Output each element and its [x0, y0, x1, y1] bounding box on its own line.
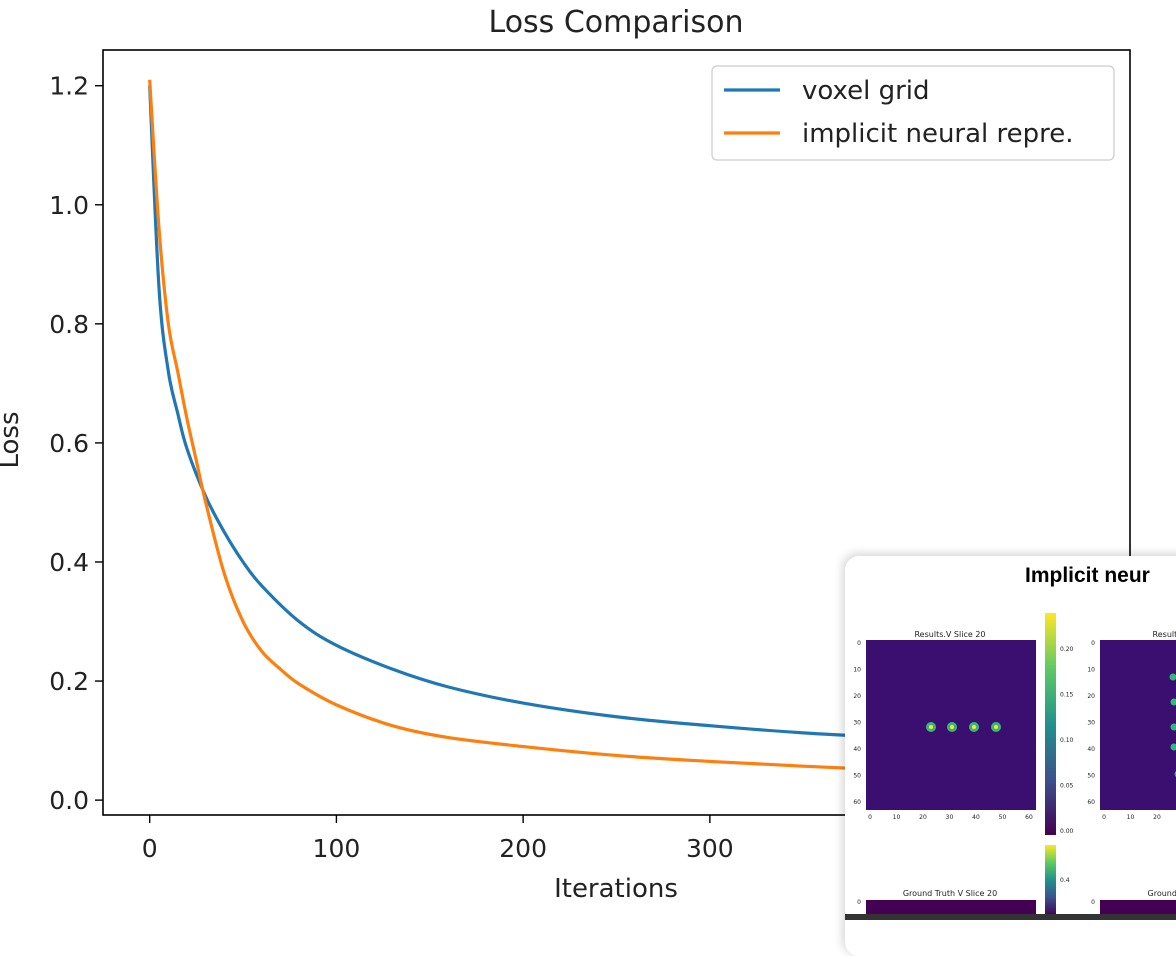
heatmap-y-tick: 10 [1087, 667, 1095, 674]
colorbar-tick: 0.10 [1060, 737, 1074, 744]
colorbar [1045, 845, 1056, 915]
overlay-figure-window[interactable]: Implicit neur Results.V Slice 20Results0… [845, 556, 1176, 956]
heatmap-x-tick: 0 [1102, 814, 1106, 821]
heatmap-x-tick: 0 [868, 814, 872, 821]
colorbar-tick: 0.05 [1060, 783, 1074, 790]
x-axis-label: Iterations [554, 874, 678, 904]
legend-entry: implicit neural repre. [802, 119, 1074, 149]
heatmap-x-tick: 50 [999, 814, 1007, 821]
overlay-heatmaps: Results.V Slice 20 Results 0 0 0 0 10 10 10 10 20 2… [845, 556, 1176, 956]
heatmap-panel [1100, 640, 1176, 810]
heatmap-y-tick: 10 [853, 667, 861, 674]
heatmap-x-tick: 10 [1127, 814, 1135, 821]
overlay-panel-title: Results [1153, 630, 1176, 639]
heatmap-y-tick: 30 [853, 720, 861, 727]
overlay-bottom-bar [845, 914, 1176, 920]
y-tick-label: 0.4 [49, 548, 89, 577]
heatmap-x-tick: 10 [893, 814, 901, 821]
colorbar-tick: 0.15 [1060, 692, 1074, 699]
overlay-panel-title: Results.V Slice 20 [914, 630, 985, 639]
x-tick-label: 300 [686, 834, 734, 863]
heatmap-y-tick: 60 [1087, 799, 1095, 806]
heatmap-x-tick: 30 [946, 814, 954, 821]
heatmap-x-tick: 40 [972, 814, 980, 821]
y-tick-label: 1.2 [49, 72, 89, 101]
overlay-panel-title: Ground Tr [1148, 889, 1176, 898]
colorbar-tick: 0.00 [1060, 828, 1074, 835]
heatmap-y-tick: 0 [1091, 899, 1095, 906]
y-tick-label: 0.6 [49, 429, 89, 458]
chart-title: Loss Comparison [489, 5, 744, 40]
x-tick-label: 100 [313, 834, 361, 863]
heatmap-x-tick: 20 [919, 814, 927, 821]
heatmap-hotspot-core [929, 725, 933, 729]
y-tick-label: 1.0 [49, 191, 89, 220]
y-axis-label: Loss [0, 411, 25, 468]
heatmap-hotspot-core [994, 725, 998, 729]
x-tick-label: 200 [499, 834, 547, 863]
heatmap-y-tick: 0 [857, 899, 861, 906]
heatmap-y-tick: 40 [853, 746, 861, 753]
heatmap-y-tick: 50 [1087, 773, 1095, 780]
heatmap-y-tick: 50 [853, 773, 861, 780]
heatmap-hotspot-core [950, 725, 954, 729]
legend-entry: voxel grid [802, 76, 930, 106]
heatmap-y-tick: 30 [1087, 720, 1095, 727]
heatmap-hotspot-core [972, 725, 976, 729]
heatmap-x-tick: 20 [1153, 814, 1161, 821]
colorbar-tick: 0.20 [1060, 646, 1074, 653]
overlay-panel-title: Ground Truth V Slice 20 [903, 889, 997, 898]
colorbar-tick: 0.4 [1060, 877, 1070, 884]
y-tick-label: 0.2 [49, 667, 89, 696]
x-tick-label: 0 [142, 834, 158, 863]
colorbar [1045, 613, 1056, 835]
heatmap-y-tick: 20 [853, 693, 861, 700]
heatmap-y-tick: 60 [853, 799, 861, 806]
heatmap-y-tick: 20 [1087, 693, 1095, 700]
heatmap-y-tick: 0 [857, 640, 861, 647]
heatmap-y-tick: 40 [1087, 746, 1095, 753]
heatmap-x-tick: 60 [1025, 814, 1033, 821]
legend: voxel grid implicit neural repre. [712, 66, 1114, 160]
y-tick-label: 0.8 [49, 310, 89, 339]
heatmap-y-tick: 0 [1091, 640, 1095, 647]
y-tick-label: 0.0 [49, 786, 89, 815]
